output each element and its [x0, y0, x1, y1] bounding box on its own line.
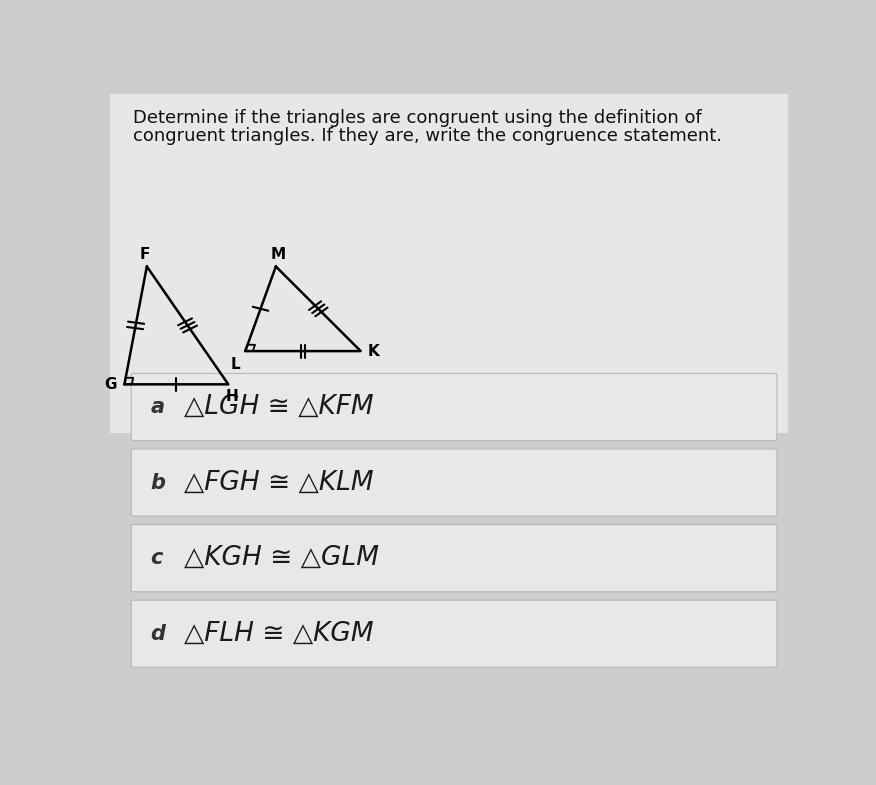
Text: d: d: [151, 623, 166, 644]
Text: △KGH ≅ △GLM: △KGH ≅ △GLM: [184, 545, 379, 571]
Bar: [110, 94, 788, 433]
Text: b: b: [151, 473, 166, 492]
Text: M: M: [271, 246, 286, 261]
Text: c: c: [151, 548, 163, 568]
Text: △FLH ≅ △KGM: △FLH ≅ △KGM: [184, 621, 374, 647]
Text: △LGH ≅ △KFM: △LGH ≅ △KFM: [184, 394, 374, 420]
Text: F: F: [139, 246, 150, 261]
Text: congruent triangles. If they are, write the congruence statement.: congruent triangles. If they are, write …: [133, 127, 722, 145]
FancyBboxPatch shape: [131, 524, 777, 592]
Text: Determine if the triangles are congruent using the definition of: Determine if the triangles are congruent…: [133, 109, 702, 127]
Text: a: a: [151, 397, 165, 417]
FancyBboxPatch shape: [131, 449, 777, 516]
Text: △FGH ≅ △KLM: △FGH ≅ △KLM: [184, 469, 374, 495]
FancyBboxPatch shape: [131, 374, 777, 440]
Text: K: K: [367, 344, 379, 359]
Text: L: L: [230, 357, 240, 372]
FancyBboxPatch shape: [131, 600, 777, 667]
Text: G: G: [103, 377, 117, 392]
Text: H: H: [225, 389, 238, 404]
